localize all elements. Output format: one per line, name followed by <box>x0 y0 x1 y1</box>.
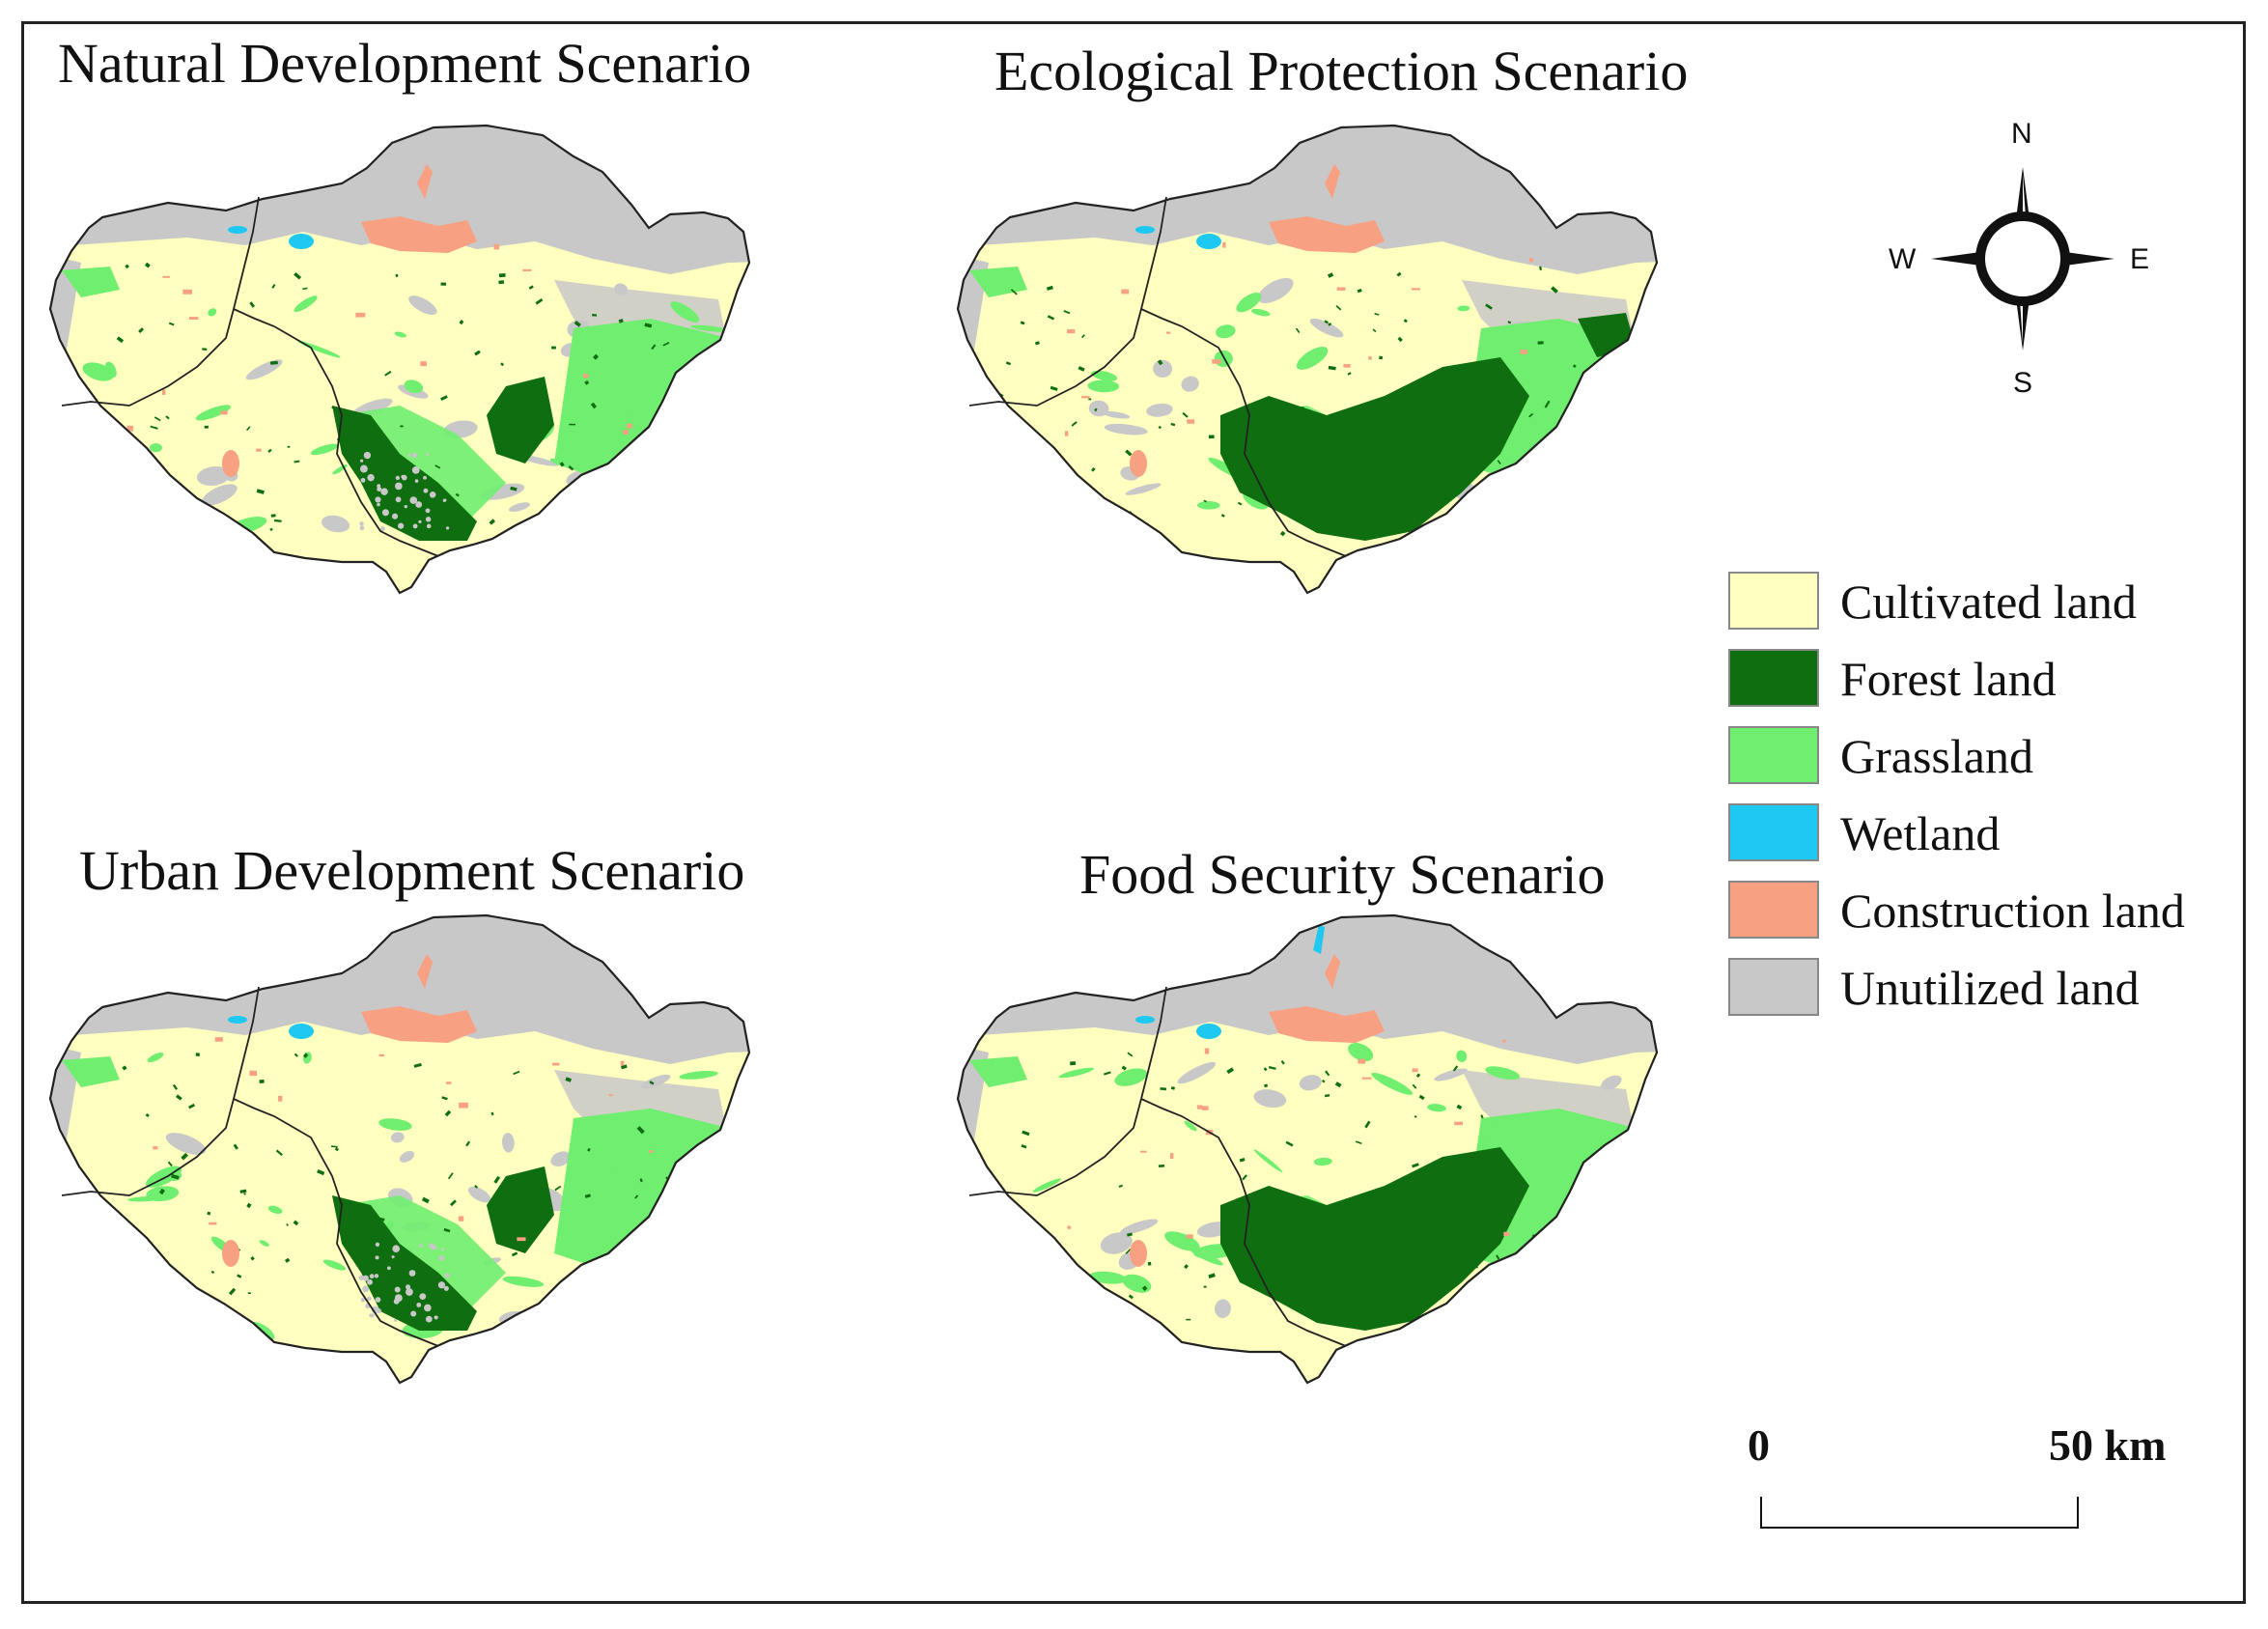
land-use-layer <box>50 915 749 1383</box>
legend-item-construction: Construction land <box>1728 881 2268 939</box>
legend-label-grassland: Grassland <box>1840 729 2033 783</box>
legend-label-forest: Forest land <box>1840 652 2057 706</box>
legend-item-unutilized: Unutilized land <box>1728 958 2268 1016</box>
scale-bar-start-label: 0 <box>1748 1420 1770 1470</box>
district-boundary <box>968 196 1167 407</box>
district-boundary <box>1140 1098 1347 1347</box>
district-boundary <box>233 308 439 557</box>
compass-rose-icon <box>1931 167 2114 351</box>
map-urban <box>48 913 751 1385</box>
map-ecological <box>956 124 1659 595</box>
scale-bar-line <box>1760 1497 2079 1529</box>
land-use-layer <box>958 915 1657 1383</box>
legend-swatch-construction <box>1728 881 1819 939</box>
region-outline <box>48 124 751 595</box>
legend-swatch-forest <box>1728 649 1819 707</box>
legend-item-forest: Forest land <box>1728 649 2268 707</box>
scale-bar: 0 50 km <box>1748 1419 2211 1535</box>
district-boundary <box>968 986 1167 1196</box>
region-outline <box>48 913 751 1385</box>
legend-swatch-grassland <box>1728 726 1819 784</box>
panel-title-natural: Natural Development Scenario <box>58 32 752 95</box>
district-boundary <box>1140 308 1347 557</box>
region-outline <box>956 124 1659 595</box>
map-natural <box>48 124 751 595</box>
district-boundary <box>61 196 260 407</box>
legend-label-cultivated: Cultivated land <box>1840 575 2137 629</box>
panel-title-food: Food Security Scenario <box>1079 843 1606 906</box>
legend-swatch-cultivated <box>1728 572 1819 630</box>
legend-item-wetland: Wetland <box>1728 803 2268 861</box>
panel-title-urban: Urban Development Scenario <box>79 839 745 902</box>
legend-item-cultivated: Cultivated land <box>1728 572 2268 630</box>
legend-swatch-wetland <box>1728 803 1819 861</box>
north-arrow-compass: N S W E <box>1863 114 2182 404</box>
panel-title-ecological: Ecological Protection Scenario <box>994 40 1689 102</box>
land-use-layer <box>50 126 749 593</box>
district-boundary <box>233 1098 439 1347</box>
map-food <box>956 913 1659 1385</box>
region-outline <box>956 913 1659 1385</box>
compass-w-label: W <box>1889 243 1917 275</box>
district-boundary <box>61 986 260 1196</box>
scale-bar-end-label: 50 km <box>2049 1420 2167 1470</box>
compass-n-label: N <box>2011 118 2032 150</box>
land-use-layer <box>958 126 1657 593</box>
compass-e-label: E <box>2130 243 2150 275</box>
legend-item-grassland: Grassland <box>1728 726 2268 784</box>
compass-s-label: S <box>2013 367 2033 399</box>
legend-swatch-unutilized <box>1728 958 1819 1016</box>
legend-label-unutilized: Unutilized land <box>1840 961 2140 1015</box>
legend-label-construction: Construction land <box>1840 884 2185 938</box>
legend-label-wetland: Wetland <box>1840 806 2001 860</box>
